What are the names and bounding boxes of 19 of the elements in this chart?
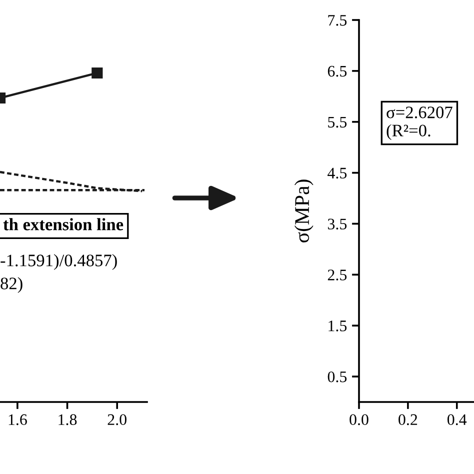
x-tick-label: 0.0 [350,414,368,426]
annotation: σ=2.6207 (R²=0. [386,106,452,140]
y-axis-title: σ(MPa) [294,180,314,242]
x-tick-label: 2.0 [108,414,126,426]
y-tick-label: 7.5 [328,15,347,26]
y-tick-label: 0.5 [328,371,347,382]
y-tick-label: 4.5 [328,168,347,179]
x-tick-label: 0.4 [448,414,467,426]
y-tick-label: 2.5 [328,270,347,280]
x-tick-label: 1.8 [58,414,77,426]
y-tick-label: 6.5 [328,66,347,77]
y-tick-label: 3.5 [328,218,347,230]
annotation: 82) [0,277,22,293]
x-tick-label: 0.2 [398,414,418,426]
annotation: th extension line [3,218,124,230]
annotation: -1.1591)/0.4857) [0,254,117,270]
y-tick-label: 1.5 [328,320,347,332]
x-tick-label: 1.6 [8,414,27,426]
y-tick-label: 5.5 [328,116,347,128]
